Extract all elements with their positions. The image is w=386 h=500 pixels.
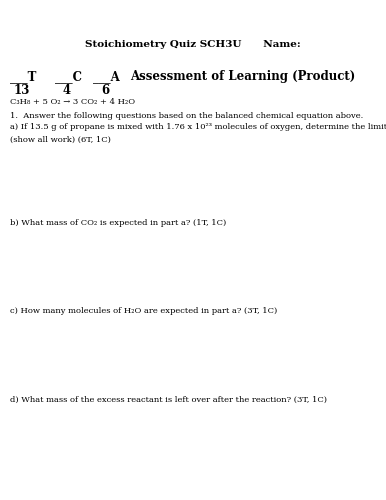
Text: 6: 6 bbox=[101, 84, 109, 97]
Text: d) What mass of the excess reactant is left over after the reaction? (3T, 1C): d) What mass of the excess reactant is l… bbox=[10, 396, 327, 404]
Text: ___C: ___C bbox=[55, 70, 82, 83]
Text: 13: 13 bbox=[14, 84, 30, 97]
Text: Stoichiometry Quiz SCH3U      Name:: Stoichiometry Quiz SCH3U Name: bbox=[85, 40, 301, 49]
Text: ___A: ___A bbox=[93, 70, 120, 83]
Text: 4: 4 bbox=[63, 84, 71, 97]
Text: 1.  Answer the following questions based on the balanced chemical equation above: 1. Answer the following questions based … bbox=[10, 112, 363, 120]
Text: ___T: ___T bbox=[10, 70, 36, 83]
Text: (show all work) (6T, 1C): (show all work) (6T, 1C) bbox=[10, 136, 111, 144]
Text: a) If 13.5 g of propane is mixed with 1.76 x 10²³ molecules of oxygen, determine: a) If 13.5 g of propane is mixed with 1.… bbox=[10, 123, 386, 131]
Text: C₃H₈ + 5 O₂ → 3 CO₂ + 4 H₂O: C₃H₈ + 5 O₂ → 3 CO₂ + 4 H₂O bbox=[10, 98, 135, 106]
Text: b) What mass of CO₂ is expected in part a? (1T, 1C): b) What mass of CO₂ is expected in part … bbox=[10, 219, 226, 227]
Text: Assessment of Learning (Product): Assessment of Learning (Product) bbox=[130, 70, 355, 83]
Text: c) How many molecules of H₂O are expected in part a? (3T, 1C): c) How many molecules of H₂O are expecte… bbox=[10, 307, 277, 315]
